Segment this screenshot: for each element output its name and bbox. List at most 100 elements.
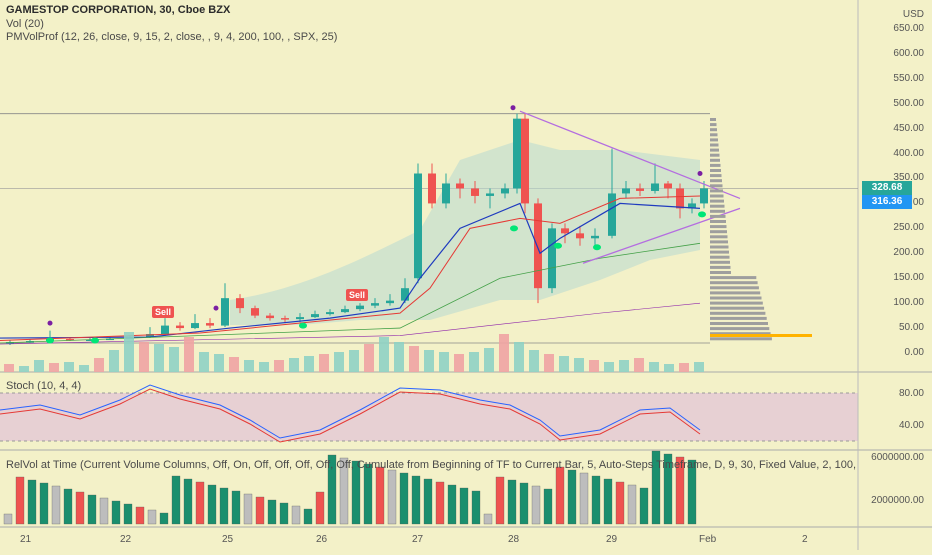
vol-profile-bar xyxy=(710,189,723,193)
volume-bar xyxy=(124,332,134,372)
volume-bar xyxy=(484,348,494,372)
candle-body xyxy=(146,334,154,338)
volume-bar xyxy=(19,366,29,372)
time-tick: 25 xyxy=(222,534,234,545)
candle-body xyxy=(414,173,422,279)
relvol-bar xyxy=(171,475,181,525)
volume-bar xyxy=(679,363,689,372)
relvol-tick-6m: 6000000.00 xyxy=(871,452,924,463)
stoch-indicator-label[interactable]: Stoch (10, 4, 4) xyxy=(6,380,82,392)
price-tick: 600.00 xyxy=(893,47,924,59)
relvol-bar xyxy=(75,491,85,525)
candle-body xyxy=(401,288,409,301)
candle-body xyxy=(534,203,542,289)
relvol-bar xyxy=(339,457,349,525)
currency-label: USD xyxy=(902,9,924,20)
relvol-bar xyxy=(663,453,673,525)
relvol-bar xyxy=(531,485,541,525)
candle-body xyxy=(548,228,556,289)
vol-profile-bar xyxy=(710,128,717,132)
price-tick: 250.00 xyxy=(893,222,924,234)
relvol-bar xyxy=(207,484,217,525)
stoch-k-line xyxy=(0,384,701,439)
relvol-bar xyxy=(399,472,409,525)
candle-body xyxy=(456,183,464,189)
volume-bar xyxy=(49,363,59,372)
relvol-bar xyxy=(351,460,361,525)
candle-body xyxy=(356,305,364,310)
ma-price-tag: 316.36 xyxy=(862,195,912,209)
relvol-bar xyxy=(231,490,241,525)
relvol-bar xyxy=(651,450,661,525)
ma-line xyxy=(0,202,701,339)
volume-bar xyxy=(514,342,524,372)
candle-body xyxy=(221,298,229,326)
relvol-bar xyxy=(447,484,457,525)
signal-dot xyxy=(593,244,601,251)
pivot-dot xyxy=(510,105,516,111)
vol-profile-bar xyxy=(710,148,719,152)
vol-profile-bar xyxy=(710,260,730,264)
vol-profile-bar xyxy=(710,245,729,249)
price-tick: 200.00 xyxy=(893,247,924,259)
relvol-bar xyxy=(39,482,49,525)
candle-body xyxy=(86,339,94,342)
signal-dot xyxy=(510,225,518,232)
candle-body xyxy=(591,235,599,239)
candle-body xyxy=(66,339,74,341)
price-tick: 100.00 xyxy=(893,297,924,309)
time-tick: 21 xyxy=(20,534,32,545)
volume-bar xyxy=(619,360,629,372)
candle-body xyxy=(664,183,672,189)
candle-body xyxy=(251,308,259,316)
volume-bar xyxy=(274,360,284,372)
relvol-bar xyxy=(591,475,601,525)
vol-profile-bar xyxy=(710,118,716,121)
volume-bar xyxy=(94,358,104,372)
signal-dot xyxy=(554,242,562,249)
time-tick: 2 xyxy=(802,534,808,545)
relvol-bar xyxy=(507,479,517,525)
volume-bar xyxy=(304,356,314,372)
chart-title: GAMESTOP CORPORATION, 30, Cboe BZX xyxy=(6,4,231,16)
relvol-bar xyxy=(639,487,649,525)
candle-body xyxy=(266,315,274,319)
candle-body xyxy=(191,323,199,329)
signal-dot xyxy=(299,322,307,329)
candle-body xyxy=(341,309,349,313)
price-tick: 0.00 xyxy=(904,347,924,358)
relvol-indicator-label[interactable]: RelVol at Time (Current Volume Columns, … xyxy=(6,459,857,471)
volume-bar xyxy=(529,350,539,372)
vol-profile-bar xyxy=(710,332,771,336)
vol-profile-bar xyxy=(710,209,725,213)
vol-profile-bar xyxy=(710,281,758,285)
relvol-bar xyxy=(159,512,169,525)
sell-signal-badge: Sell xyxy=(152,306,175,318)
vol-profile-bar xyxy=(710,316,767,320)
volume-indicator-label[interactable]: Vol (20) xyxy=(6,18,44,30)
relvol-bar xyxy=(27,479,37,525)
relvol-bar xyxy=(615,481,625,525)
vol-profile-bar xyxy=(710,158,720,162)
price-tick: 500.00 xyxy=(893,97,924,109)
relvol-tick-2m: 2000000.00 xyxy=(871,495,924,506)
price-tick: 50.00 xyxy=(898,322,924,334)
candle-body xyxy=(651,183,659,191)
candle-body xyxy=(281,318,289,320)
vol-profile-bar xyxy=(710,220,726,223)
price-tick: 650.00 xyxy=(893,22,924,34)
sell-signal-badge: Sell xyxy=(346,289,369,301)
volprof-indicator-label[interactable]: PMVolProf (12, 26, close, 9, 15, 2, clos… xyxy=(6,31,338,43)
price-tick: 400.00 xyxy=(893,147,924,159)
vol-profile-bar xyxy=(710,133,718,137)
volume-bar xyxy=(214,354,224,372)
vol-profile-bar xyxy=(710,301,763,305)
relvol-bar xyxy=(471,490,481,525)
trendline xyxy=(519,110,741,200)
relvol-bar xyxy=(363,463,373,525)
candle-body xyxy=(576,233,584,239)
candle-body xyxy=(176,325,184,329)
relvol-bar xyxy=(543,488,553,525)
